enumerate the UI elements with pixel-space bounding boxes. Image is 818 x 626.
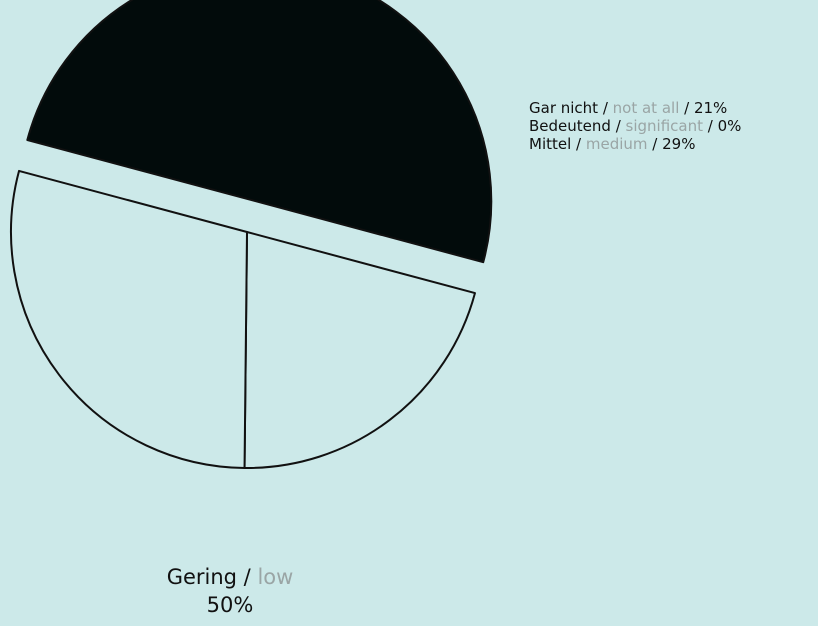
- legend-item-significant: Bedeutend / significant / 0%: [529, 117, 741, 135]
- legend-label-en: not at all: [612, 99, 680, 117]
- legend-item-medium: Mittel / medium / 29%: [529, 135, 741, 153]
- legend-separator: /: [679, 99, 694, 117]
- legend-label-de: Bedeutend: [529, 117, 611, 135]
- legend-separator: /: [610, 117, 626, 135]
- legend-value: 29%: [662, 135, 696, 153]
- pie-slice-medium: [10, 169, 248, 469]
- pie-slices: [10, 0, 493, 469]
- legend-label-en: significant: [625, 117, 703, 135]
- legend-label-de: Gar nicht: [529, 99, 599, 117]
- legend-separator: /: [647, 135, 663, 153]
- slice-label-separator: /: [237, 565, 258, 589]
- slice-label-low: Gering / low 50%: [100, 563, 360, 619]
- legend-separator: /: [571, 135, 586, 153]
- legend-value: 21%: [693, 99, 728, 117]
- legend: Gar nicht / not at all / 21% Bedeutend /…: [529, 99, 741, 153]
- pie-slice-not-at-all: [243, 231, 476, 469]
- legend-separator: /: [702, 117, 718, 135]
- legend-item-not-at-all: Gar nicht / not at all / 21%: [529, 99, 741, 117]
- legend-label-de: Mittel: [529, 135, 572, 153]
- slice-label-value: 50%: [206, 593, 254, 617]
- legend-value: 0%: [717, 117, 742, 135]
- legend-label-en: medium: [585, 135, 648, 153]
- legend-separator: /: [598, 99, 613, 117]
- slice-label-low-name: Gering / low: [100, 563, 360, 591]
- slice-label-en: low: [257, 565, 294, 589]
- pie-slice-low: [26, 0, 493, 264]
- slice-label-de: Gering: [166, 565, 237, 589]
